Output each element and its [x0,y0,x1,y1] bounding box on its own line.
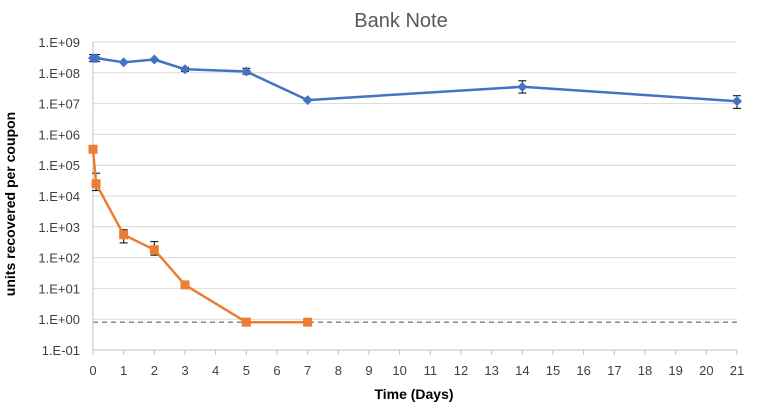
x-tick-label: 6 [273,363,280,378]
x-tick-label: 19 [668,363,682,378]
data-point [91,179,101,189]
data-point [149,54,160,65]
series-1 [88,53,742,109]
y-axis-label: units recovered per coupon [2,112,18,296]
y-tick-label: 1.E+05 [38,158,80,173]
data-point [91,53,102,64]
series-line [93,56,738,103]
x-tick-label: 3 [181,363,188,378]
x-tick-label: 10 [392,363,406,378]
series-2 [88,144,313,327]
x-tick-label: 11 [424,363,438,378]
data-point [149,245,159,255]
data-point [241,66,252,77]
series-layer [88,53,742,327]
y-tick-label: 1.E+08 [38,66,80,81]
data-point [241,317,251,327]
x-tick-label: 14 [515,363,529,378]
data-point [180,280,190,290]
chart-title: Bank Note [354,10,447,32]
axes [92,42,738,355]
x-tick-label: 0 [89,363,96,378]
y-tick-label: 1.E+07 [38,97,80,112]
y-tick-label: 1.E+00 [38,312,80,327]
data-point [517,81,528,92]
x-axis-label: Time (Days) [374,386,453,402]
x-tick-label: 5 [243,363,250,378]
x-tick-label: 16 [576,363,590,378]
x-tick-label: 21 [730,363,744,378]
y-tick-label: 1.E+02 [38,251,80,266]
y-tick-label: 1.E+06 [38,127,80,142]
y-tick-label: 1.E-01 [42,343,80,358]
x-tick-label: 13 [484,363,498,378]
y-tick-label: 1.E+04 [38,189,80,204]
data-point [302,95,313,106]
y-tick-labels: 1.E-01 1.E+00 1.E+01 1.E+02 1.E+03 1.E+04 1.E+… [38,35,80,358]
x-tick-label: 2 [151,363,158,378]
x-tick-labels: 0 1 2 3 4 5 6 7 8 9 10 11 12 13 14 15 16 17 18 19 20 21 [89,363,744,378]
gridlines [93,41,737,320]
x-tick-label: 15 [546,363,560,378]
x-tick-label: 1 [120,363,127,378]
data-point [118,57,129,68]
data-point [119,230,129,240]
x-tick-label: 18 [638,363,652,378]
x-tick-label: 20 [699,363,713,378]
data-point [180,64,190,75]
x-tick-label: 9 [365,363,372,378]
data-point [303,317,313,327]
data-point [88,144,98,154]
data-point [732,96,742,107]
x-tick-label: 17 [607,363,621,378]
x-tick-label: 8 [335,363,342,378]
y-tick-label: 1.E+03 [38,220,80,235]
y-tick-label: 1.E+09 [38,35,80,50]
x-tick-label: 7 [304,363,311,378]
x-tick-label: 4 [212,363,219,378]
x-tick-label: 12 [454,363,468,378]
y-tick-label: 1.E+01 [38,281,80,296]
